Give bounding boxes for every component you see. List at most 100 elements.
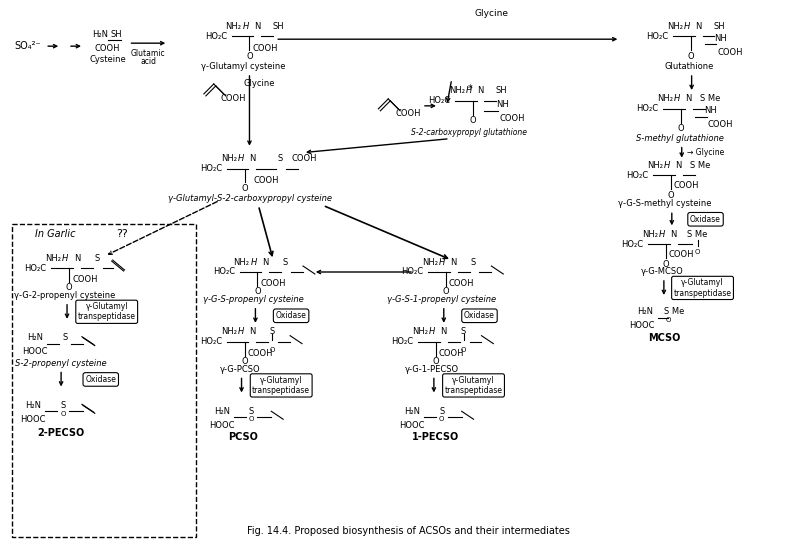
Text: HO₂C: HO₂C: [212, 268, 234, 276]
Text: 2-PECSO: 2-PECSO: [37, 428, 84, 438]
Text: HO₂C: HO₂C: [645, 32, 667, 41]
Text: γ-Glutamyl-S-2-carboxypropyl cysteine: γ-Glutamyl-S-2-carboxypropyl cysteine: [168, 194, 332, 203]
Text: HOOC: HOOC: [23, 347, 48, 356]
Text: Glutathione: Glutathione: [664, 61, 714, 71]
Text: γ-Glutamyl
transpeptidase: γ-Glutamyl transpeptidase: [78, 302, 135, 322]
Text: NH₂: NH₂: [221, 154, 236, 163]
Text: S: S: [282, 257, 287, 267]
Text: → Glycine: → Glycine: [686, 148, 723, 157]
Text: S: S: [461, 327, 466, 336]
Text: H: H: [428, 327, 435, 336]
Text: H₂N: H₂N: [28, 333, 43, 342]
Text: COOH: COOH: [673, 181, 698, 190]
Text: N: N: [249, 154, 255, 163]
Text: COOH: COOH: [395, 109, 420, 118]
Text: H: H: [683, 22, 689, 31]
Text: S: S: [439, 407, 444, 416]
Text: H₂N: H₂N: [637, 307, 652, 316]
Text: H₂N: H₂N: [213, 407, 230, 416]
Text: Oxidase: Oxidase: [85, 375, 116, 384]
Text: H: H: [237, 154, 243, 163]
Text: COOH: COOH: [95, 44, 120, 53]
Text: ??: ??: [117, 229, 128, 239]
Text: O: O: [60, 411, 66, 417]
Text: NH₂: NH₂: [656, 95, 672, 103]
Text: SH: SH: [110, 30, 122, 39]
Text: NH₂: NH₂: [666, 22, 682, 31]
Text: Glutamic: Glutamic: [131, 48, 165, 58]
Text: γ-Glutamyl
transpeptidase: γ-Glutamyl transpeptidase: [252, 376, 310, 395]
Text: γ-G-S-1-propenyl cysteine: γ-G-S-1-propenyl cysteine: [387, 295, 496, 304]
Text: HO₂C: HO₂C: [200, 337, 221, 346]
Text: COOH: COOH: [252, 44, 277, 53]
Text: N: N: [450, 257, 457, 267]
Text: O: O: [664, 317, 670, 323]
Text: Glycine: Glycine: [474, 9, 508, 18]
Text: N: N: [440, 327, 446, 336]
Text: O: O: [694, 249, 699, 255]
Text: O: O: [662, 259, 668, 269]
Text: *: *: [468, 84, 472, 94]
Text: O: O: [254, 287, 260, 296]
Text: O: O: [241, 184, 247, 193]
Text: H: H: [438, 257, 444, 267]
Text: S: S: [60, 401, 66, 410]
Text: NH₂: NH₂: [411, 327, 427, 336]
Text: COOH: COOH: [499, 114, 524, 123]
Text: COOH: COOH: [706, 120, 732, 129]
Text: COOH: COOH: [668, 250, 693, 258]
Text: N: N: [694, 22, 701, 31]
Text: Cysteine: Cysteine: [89, 54, 126, 64]
Text: NH₂: NH₂: [642, 230, 657, 239]
Text: NH₂: NH₂: [45, 254, 61, 263]
Text: SO₄²⁻: SO₄²⁻: [14, 41, 41, 51]
Text: O: O: [439, 416, 444, 422]
Text: COOH: COOH: [717, 48, 742, 57]
Text: S Me: S Me: [663, 307, 683, 316]
Text: S: S: [277, 154, 282, 163]
Text: HO₂C: HO₂C: [24, 263, 46, 273]
Text: COOH: COOH: [291, 154, 316, 163]
Text: 1-PECSO: 1-PECSO: [412, 432, 459, 442]
Text: HO₂C: HO₂C: [620, 240, 642, 249]
Text: NH₂: NH₂: [422, 257, 437, 267]
Text: NH₂: NH₂: [221, 327, 236, 336]
Text: HO₂C: HO₂C: [625, 171, 647, 180]
Text: H: H: [62, 254, 68, 263]
Text: HO₂C: HO₂C: [401, 268, 423, 276]
Text: HOOC: HOOC: [399, 421, 424, 430]
Text: S-methyl glutathione: S-methyl glutathione: [635, 134, 723, 143]
Text: H₂N: H₂N: [25, 401, 41, 410]
Text: γ-G-S-propenyl cysteine: γ-G-S-propenyl cysteine: [203, 295, 303, 304]
Text: O: O: [686, 52, 693, 60]
Text: acid: acid: [140, 57, 157, 66]
Text: H: H: [237, 327, 243, 336]
Text: NH: NH: [703, 106, 716, 115]
Text: SH: SH: [272, 22, 284, 31]
Text: γ-G-S-methyl cysteine: γ-G-S-methyl cysteine: [617, 199, 710, 208]
Text: Oxidase: Oxidase: [275, 311, 307, 320]
Text: γ-Glutamyl
transpeptidase: γ-Glutamyl transpeptidase: [672, 278, 731, 298]
Text: H: H: [658, 230, 664, 239]
Text: S-2-propenyl cysteine: S-2-propenyl cysteine: [15, 359, 107, 368]
Text: γ-Glutamyl cysteine: γ-Glutamyl cysteine: [201, 61, 285, 71]
Text: O: O: [667, 191, 673, 200]
Text: N: N: [670, 230, 676, 239]
Text: N: N: [262, 257, 268, 267]
Text: SH: SH: [713, 22, 724, 31]
Text: S-2-carboxypropyl glutathione: S-2-carboxypropyl glutathione: [410, 128, 526, 137]
Text: COOH: COOH: [253, 176, 279, 185]
Text: N: N: [684, 95, 691, 103]
Text: S: S: [62, 333, 67, 342]
Text: HO₂C: HO₂C: [204, 32, 226, 41]
Text: H: H: [465, 86, 471, 95]
Text: COOH: COOH: [439, 349, 464, 358]
Text: H: H: [663, 161, 669, 170]
Text: H: H: [250, 257, 256, 267]
Text: NH₂: NH₂: [448, 86, 464, 95]
Text: O: O: [676, 124, 683, 133]
Text: HOOC: HOOC: [629, 321, 654, 330]
Text: Oxidase: Oxidase: [689, 215, 720, 224]
Text: S Me: S Me: [687, 230, 707, 239]
Text: COOH: COOH: [72, 275, 97, 285]
